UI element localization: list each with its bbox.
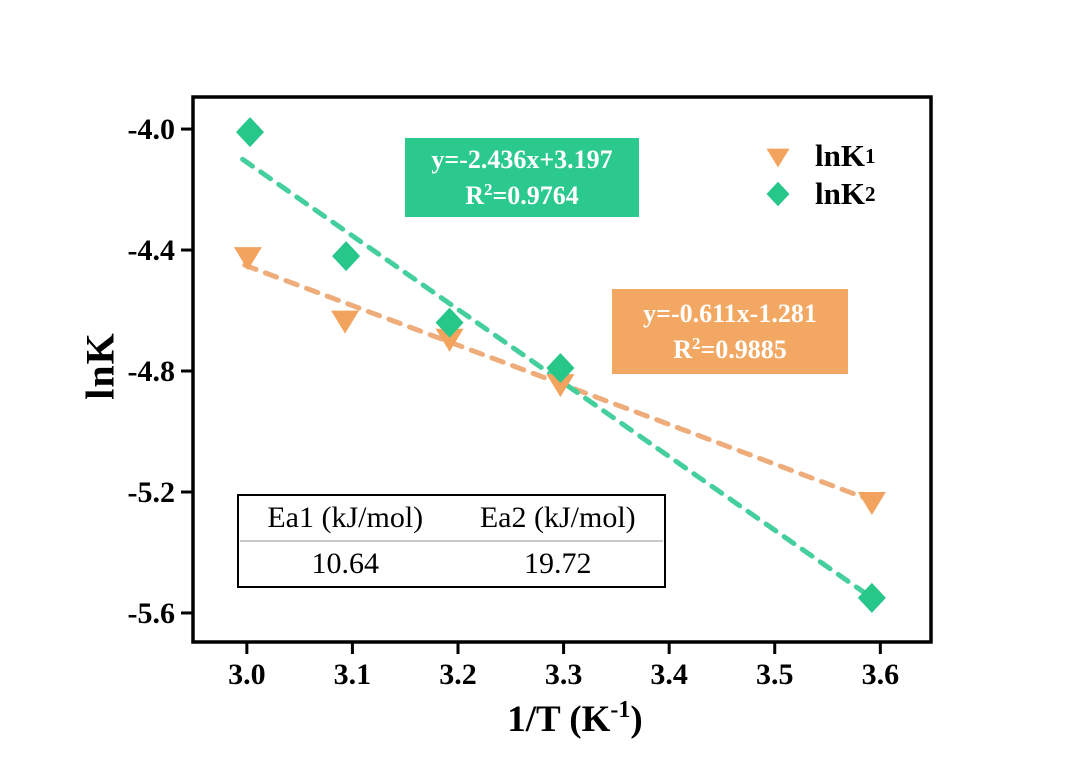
legend-label-lnk2: lnK — [815, 176, 865, 211]
x-axis-title-superscript: -1 — [610, 697, 631, 723]
equation-box-lnk1: y=-0.611x-1.281 R2=0.9885 — [612, 289, 848, 374]
data-point-lnK2 — [546, 352, 575, 383]
plot-frame — [191, 95, 933, 644]
equation-box-lnk2: y=-2.436x+3.197 R2=0.9764 — [405, 138, 639, 217]
legend-item-lnk2: lnK 2 — [815, 176, 876, 211]
legend-item-lnk1: lnK 1 — [815, 138, 876, 173]
table-value-ea1: 10.64 — [311, 547, 380, 580]
data-point-lnK2 — [857, 582, 886, 613]
table-value-ea2: 19.72 — [524, 547, 592, 580]
x-axis-title-close: ) — [630, 699, 643, 740]
data-point-lnK1 — [857, 492, 886, 516]
data-point-lnK2 — [236, 117, 265, 148]
equation-lnk2: y=-2.436x+3.197 — [431, 145, 613, 175]
legend-label-lnk1: lnK — [815, 138, 865, 173]
x-tick-label: 3.0 — [228, 658, 266, 691]
y-tick-label: -4.8 — [128, 355, 176, 388]
x-tick-label: 3.5 — [756, 658, 794, 691]
y-tick-label: -5.2 — [128, 476, 176, 509]
table-value-row: 10.64 19.72 — [239, 542, 664, 586]
x-axis-title: 1/T (K-1) — [507, 697, 642, 741]
data-point-lnK2 — [332, 241, 361, 272]
data-point-lnK1 — [546, 374, 575, 398]
data-point-lnK1 — [435, 328, 464, 352]
table-header-ea1: Ea1 (kJ/mol) — [267, 501, 424, 534]
y-tick-label: -4.4 — [128, 234, 176, 267]
x-tick-label: 3.3 — [545, 658, 583, 691]
data-point-lnK1 — [331, 310, 360, 334]
data-point-lnK1 — [233, 247, 262, 271]
x-tick-label: 3.4 — [650, 658, 688, 691]
x-axis-title-text: 1/T (K — [507, 699, 611, 740]
table-header-row: Ea1 (kJ/mol) Ea2 (kJ/mol) — [239, 496, 664, 540]
x-tick-label: 3.1 — [334, 658, 372, 691]
y-tick-label: -5.6 — [128, 597, 176, 630]
legend-marker-lnK2 — [766, 181, 790, 207]
data-point-lnK2 — [435, 307, 464, 338]
legend-marker-lnK1 — [766, 148, 790, 168]
x-tick-label: 3.2 — [439, 658, 477, 691]
table-header-ea2: Ea2 (kJ/mol) — [479, 501, 636, 534]
equation-lnk1: y=-0.611x-1.281 — [643, 299, 817, 329]
y-axis-title: lnK — [77, 332, 123, 400]
y-tick-label: -4.0 — [128, 113, 176, 146]
x-tick-label: 3.6 — [862, 658, 900, 691]
r-squared-lnk2: R2=0.9764 — [465, 179, 579, 210]
r-squared-lnk1: R2=0.9885 — [673, 333, 787, 364]
activation-energy-table: Ea1 (kJ/mol) Ea2 (kJ/mol) 10.64 19.72 — [237, 494, 666, 588]
table-divider — [240, 540, 663, 542]
